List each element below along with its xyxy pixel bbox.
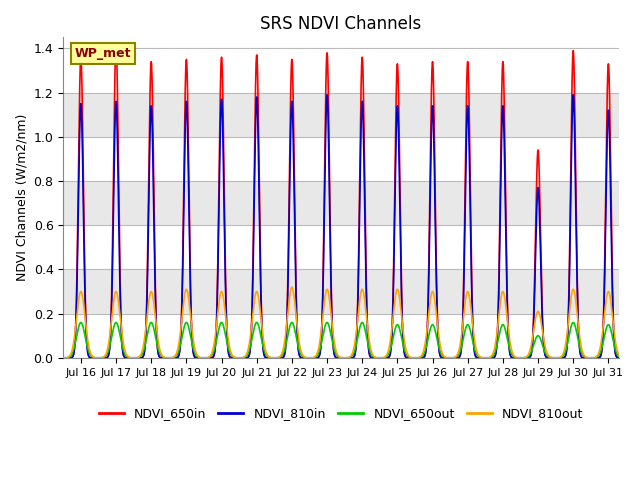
Bar — [63, 225, 619, 269]
Bar — [63, 48, 619, 93]
Title: SRS NDVI Channels: SRS NDVI Channels — [260, 15, 422, 33]
Bar — [63, 181, 619, 225]
Y-axis label: NDVI Channels (W/m2/nm): NDVI Channels (W/m2/nm) — [15, 114, 28, 281]
Text: WP_met: WP_met — [74, 47, 131, 60]
Bar — [63, 137, 619, 181]
Bar — [63, 313, 619, 358]
Bar — [63, 93, 619, 137]
Legend: NDVI_650in, NDVI_810in, NDVI_650out, NDVI_810out: NDVI_650in, NDVI_810in, NDVI_650out, NDV… — [93, 403, 589, 425]
Bar — [63, 269, 619, 313]
